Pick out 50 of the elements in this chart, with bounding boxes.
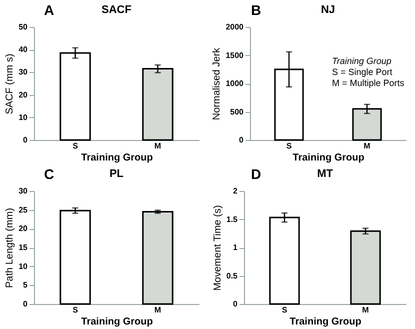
x-tick-label: S (286, 142, 292, 150)
x-axis-title: Training Group (81, 316, 153, 328)
annotation: S = Single Port (332, 67, 393, 77)
chart-title: SACF (102, 4, 132, 16)
y-tick-label: 10 (18, 262, 28, 271)
annotation: Training Group (332, 56, 392, 66)
y-tick-label: 2000 (226, 22, 244, 32)
text: B (251, 2, 262, 18)
x-axis-title: Training Group (292, 152, 364, 164)
chart-title: PL (109, 168, 124, 180)
y-axis-title: SACF (mm s) (4, 54, 16, 114)
y-tick-label: 5 (23, 280, 28, 290)
x-tick-label: M (364, 142, 371, 150)
y-tick-label: 2 (233, 186, 238, 196)
y-axis-title: Movement Time (s) (212, 205, 224, 291)
y-tick-label: 1000 (226, 79, 244, 88)
y-tick-label: 20 (18, 224, 28, 234)
y-tick-label: 500 (230, 107, 244, 116)
y-tick-label: 10 (18, 112, 28, 122)
y-tick-label: 1500 (226, 50, 244, 60)
x-tick-label: M (362, 306, 370, 314)
y-tick-label: 40 (18, 45, 28, 54)
y-tick-label: 0.5 (226, 271, 238, 280)
y-tick-label: 0 (233, 300, 238, 308)
y-tick-label: 1 (233, 243, 238, 252)
x-tick-label: S (282, 306, 288, 314)
y-tick-label: 0 (23, 136, 28, 144)
y-tick-label: 20 (18, 90, 28, 100)
y-tick-label: 30 (18, 186, 28, 196)
x-axis-title: Training Group (290, 316, 362, 328)
y-tick-label: 25 (18, 205, 28, 214)
text: C (44, 166, 54, 182)
text: D (251, 166, 262, 182)
chart-title: NJ (320, 4, 336, 16)
y-tick-label: 0 (239, 136, 244, 144)
y-tick-label: 50 (18, 22, 28, 32)
y-axis-title: Path Length (mm) (4, 208, 16, 288)
y-tick-label: 15 (18, 243, 28, 252)
text: A (44, 2, 54, 18)
x-tick-label: M (154, 306, 162, 314)
y-tick-label: 0 (23, 300, 28, 308)
x-axis-title: Training Group (81, 152, 153, 164)
x-tick-label: S (72, 306, 79, 314)
y-tick-label: 1.5 (226, 214, 238, 224)
annotation: M = Multiple Ports (332, 78, 405, 88)
x-tick-label: S (72, 142, 79, 150)
y-tick-label: 30 (18, 68, 28, 77)
x-tick-label: M (154, 142, 162, 150)
y-axis-title: Normalised Jerk (212, 46, 223, 120)
chart-title: MT (317, 168, 334, 180)
